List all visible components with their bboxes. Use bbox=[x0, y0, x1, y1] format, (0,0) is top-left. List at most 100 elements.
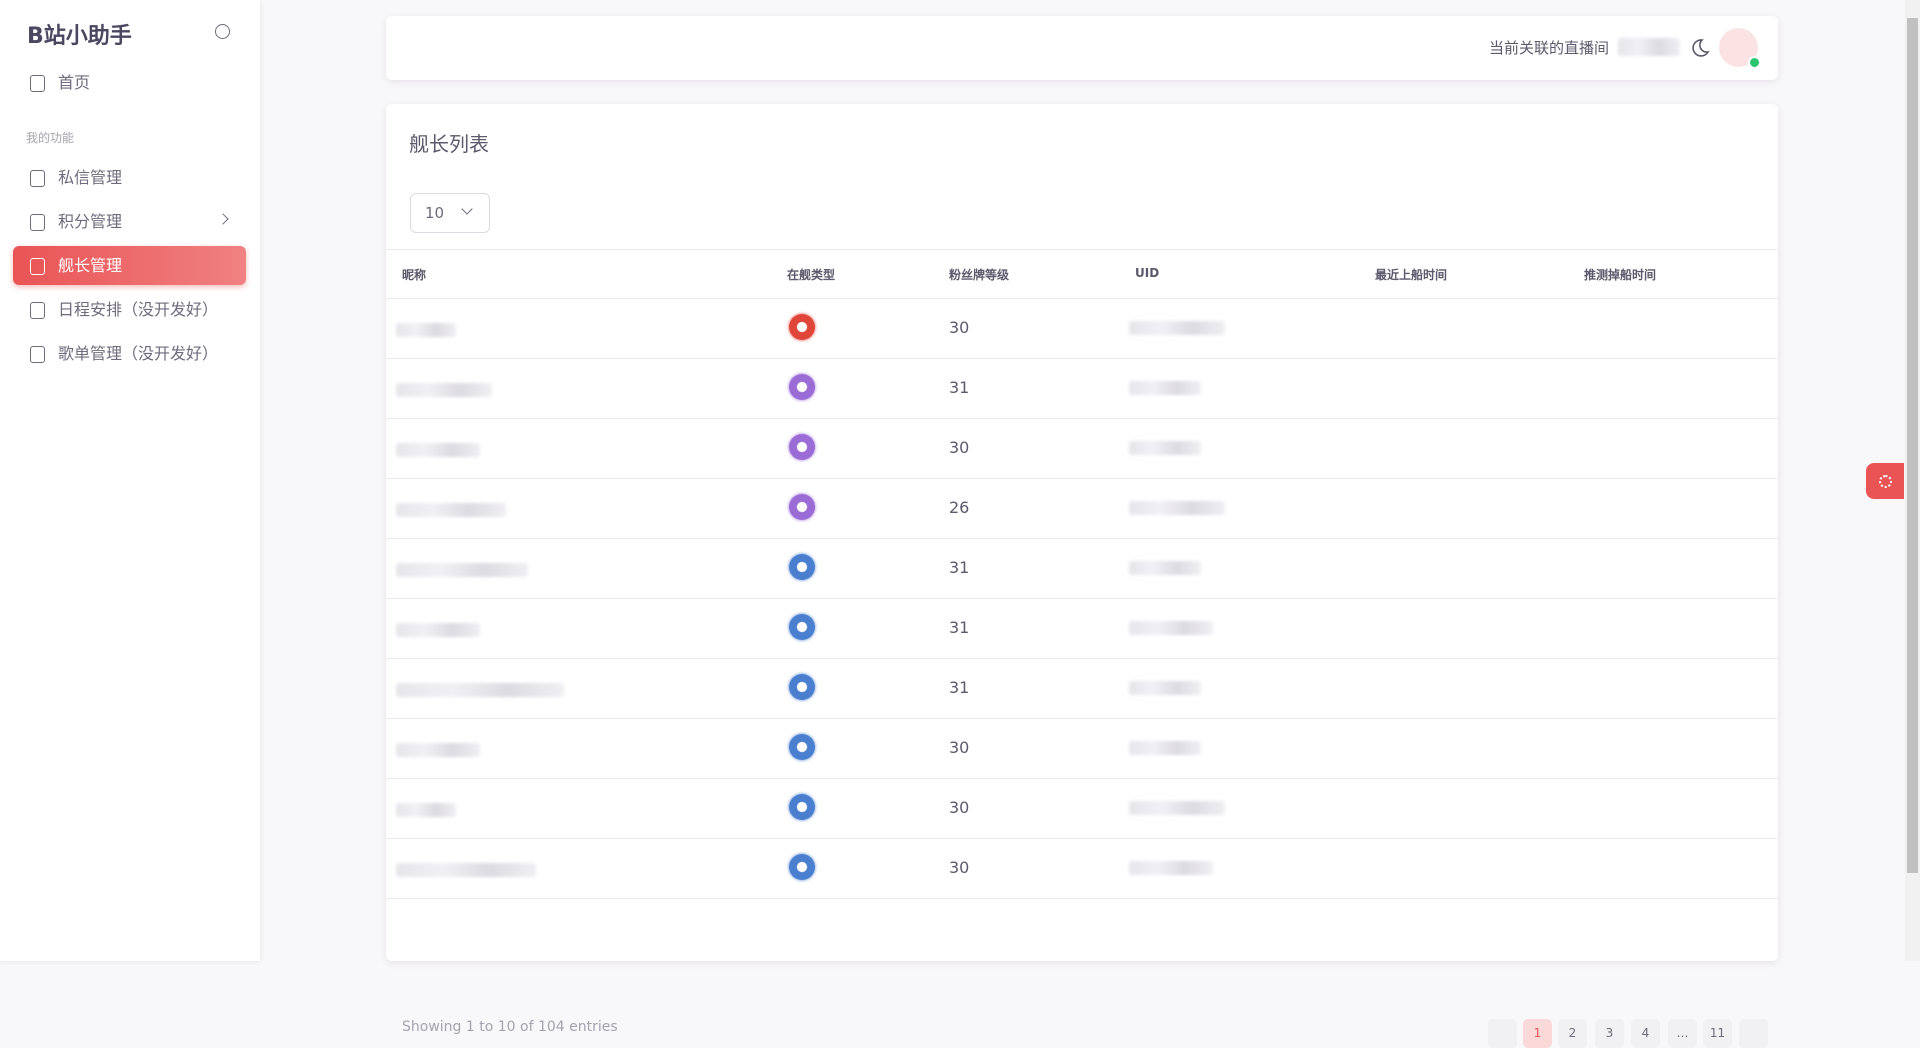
nav-icon bbox=[30, 258, 45, 275]
page-prev[interactable] bbox=[1488, 1019, 1517, 1048]
uid-blurred bbox=[1129, 321, 1225, 335]
column-header: 粉丝牌等级 bbox=[949, 268, 1010, 282]
uid-blurred bbox=[1129, 741, 1201, 755]
medal-level: 31 bbox=[949, 378, 970, 397]
section-label: 我的功能 bbox=[26, 131, 75, 145]
nickname-blurred bbox=[396, 623, 480, 637]
page-button[interactable]: … bbox=[1668, 1019, 1697, 1048]
active-highlight bbox=[13, 246, 246, 285]
nav-item[interactable]: 日程安排（没开发好） bbox=[58, 300, 219, 319]
nickname-blurred bbox=[396, 383, 492, 397]
nav-icon bbox=[30, 302, 45, 319]
medal-level: 30 bbox=[949, 858, 970, 877]
page-button[interactable]: 4 bbox=[1631, 1019, 1660, 1048]
table-bottom-line bbox=[386, 898, 1778, 899]
column-header: 在舰类型 bbox=[787, 268, 836, 282]
select-chevron bbox=[461, 203, 473, 215]
nav-icon bbox=[30, 214, 45, 231]
table-row: 30 bbox=[386, 418, 1778, 479]
card-title: 舰长列表 bbox=[409, 132, 489, 156]
table-row: 31 bbox=[386, 658, 1778, 719]
guard-icon bbox=[789, 554, 815, 580]
guard-icon bbox=[789, 494, 815, 520]
uid-blurred bbox=[1129, 501, 1225, 515]
nickname-blurred bbox=[396, 323, 456, 337]
page-button[interactable]: 1 bbox=[1523, 1019, 1552, 1048]
scrollbar bbox=[1905, 0, 1920, 961]
live-room-label: 当前关联的直播间 bbox=[1489, 39, 1610, 57]
nav-item[interactable]: 歌单管理（没开发好） bbox=[58, 344, 219, 363]
uid-blurred bbox=[1129, 801, 1225, 815]
column-header: 推测掉船时间 bbox=[1584, 268, 1657, 282]
settings-button[interactable] bbox=[1866, 463, 1904, 499]
medal-level: 30 bbox=[949, 318, 970, 337]
nav-home[interactable]: 首页 bbox=[58, 73, 91, 92]
nickname-blurred bbox=[396, 743, 480, 757]
page-button[interactable]: 11 bbox=[1703, 1019, 1732, 1048]
guard-icon bbox=[789, 434, 815, 460]
nickname-blurred bbox=[396, 443, 480, 457]
table-row: 26 bbox=[386, 478, 1778, 539]
nickname-blurred bbox=[396, 683, 564, 697]
nav-item[interactable]: 舰长管理 bbox=[58, 256, 123, 275]
medal-level: 31 bbox=[949, 678, 970, 697]
table-row: 31 bbox=[386, 538, 1778, 599]
table-row: 30 bbox=[386, 718, 1778, 779]
page-size-select[interactable]: 10 bbox=[410, 193, 490, 233]
table-row: 30 bbox=[386, 838, 1778, 899]
chevron bbox=[217, 213, 229, 225]
page-button[interactable]: 3 bbox=[1595, 1019, 1624, 1048]
top-bar: 当前关联的直播间 bbox=[386, 16, 1778, 80]
uid-blurred bbox=[1129, 561, 1201, 575]
page-size-value: 10 bbox=[425, 204, 445, 222]
medal-level: 30 bbox=[949, 798, 970, 817]
column-header: 最近上船时间 bbox=[1375, 268, 1448, 282]
settings-icon bbox=[1879, 475, 1892, 488]
guard-icon bbox=[789, 314, 815, 340]
entries-info: Showing 1 to 10 of 104 entries bbox=[402, 1019, 618, 1035]
nav-icon bbox=[30, 75, 45, 92]
page-next[interactable] bbox=[1739, 1019, 1768, 1048]
collapse-toggle[interactable] bbox=[215, 24, 230, 39]
nav-item[interactable]: 积分管理 bbox=[58, 212, 123, 231]
column-header: UID bbox=[1135, 266, 1160, 280]
column-header: 昵称 bbox=[402, 268, 427, 282]
guard-icon bbox=[789, 374, 815, 400]
scrollbar-thumb bbox=[1907, 18, 1918, 873]
guard-icon bbox=[789, 794, 815, 820]
medal-level: 26 bbox=[949, 498, 970, 517]
guard-icon bbox=[789, 854, 815, 880]
sidebar: B站小助手 首页 我的功能 私信管理积分管理舰长管理日程安排（没开发好） 歌单管理… bbox=[0, 0, 260, 961]
nav-icon bbox=[30, 170, 45, 187]
table-row: 31 bbox=[386, 358, 1778, 419]
nav-item[interactable]: 私信管理 bbox=[58, 168, 123, 187]
nickname-blurred bbox=[396, 863, 536, 877]
medal-level: 30 bbox=[949, 738, 970, 757]
nickname-blurred bbox=[396, 803, 456, 817]
theme-toggle[interactable] bbox=[1688, 37, 1710, 59]
uid-blurred bbox=[1129, 381, 1201, 395]
guard-icon bbox=[789, 674, 815, 700]
page-button[interactable]: 2 bbox=[1558, 1019, 1587, 1048]
medal-level: 31 bbox=[949, 558, 970, 577]
nickname-blurred bbox=[396, 563, 528, 577]
uid-blurred bbox=[1129, 621, 1213, 635]
uid-blurred bbox=[1129, 861, 1213, 875]
nav-icon bbox=[30, 346, 45, 363]
table-row: 30 bbox=[386, 778, 1778, 839]
medal-level: 31 bbox=[949, 618, 970, 637]
header-line bbox=[386, 249, 1778, 250]
medal-level: 30 bbox=[949, 438, 970, 457]
uid-blurred bbox=[1129, 441, 1201, 455]
uid-blurred bbox=[1129, 681, 1201, 695]
guard-icon bbox=[789, 614, 815, 640]
table-row: 31 bbox=[386, 598, 1778, 659]
guard-card: 舰长列表 10 Showing 1 to 10 of 104 entries 昵… bbox=[386, 104, 1778, 1048]
nickname-blurred bbox=[396, 503, 506, 517]
live-room-blurred bbox=[1618, 38, 1680, 56]
online-dot bbox=[1748, 56, 1761, 69]
guard-icon bbox=[789, 734, 815, 760]
table-row: 30 bbox=[386, 298, 1778, 359]
brand: B站小助手 bbox=[27, 24, 132, 49]
